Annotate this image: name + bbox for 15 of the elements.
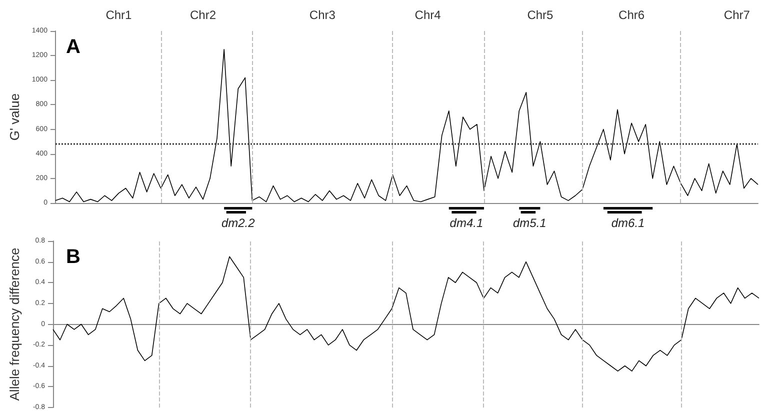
x-tick-label: Chr4 bbox=[414, 8, 442, 22]
x-tick-label: Chr5 bbox=[527, 8, 554, 22]
y-axis-title: Allele frequency difference bbox=[7, 248, 22, 401]
annotation: B bbox=[66, 246, 80, 268]
annotation: A bbox=[66, 36, 80, 58]
text: dm2.2 bbox=[221, 216, 256, 230]
x-tick-label: Chr6 bbox=[618, 8, 645, 22]
text: dm4.1 bbox=[450, 216, 484, 230]
text: dm6.1 bbox=[611, 216, 645, 230]
x-tick-label: Chr3 bbox=[309, 8, 336, 22]
text: dm5.1 bbox=[513, 216, 546, 230]
y-axis-title: G' value bbox=[7, 93, 22, 141]
x-tick-label: Chr2 bbox=[190, 8, 216, 22]
x-tick-label: Chr7 bbox=[724, 8, 750, 22]
x-tick-label: Chr1 bbox=[106, 8, 132, 22]
